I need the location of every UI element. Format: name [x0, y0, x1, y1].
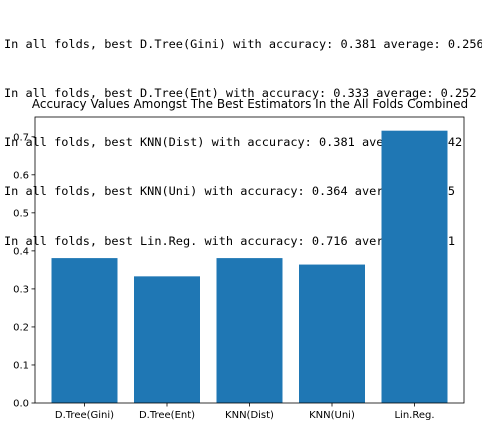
chart-title: Accuracy Values Amongst The Best Estimat…: [32, 97, 468, 111]
x-tick-label: Lin.Reg.: [394, 410, 434, 421]
bar-chart-svg: Accuracy Values Amongst The Best Estimat…: [13, 97, 468, 421]
y-tick-label: 0.4: [13, 246, 29, 257]
bar: [134, 276, 200, 403]
y-tick-label: 0.2: [13, 322, 29, 333]
console-output: In all folds, best D.Tree(Gini) with acc…: [4, 3, 482, 266]
console-line: In all folds, best D.Tree(Gini) with acc…: [4, 36, 482, 51]
bar: [381, 130, 448, 403]
x-tick-label: KNN(Dist): [225, 410, 274, 421]
y-tick-label: 0.7: [13, 132, 29, 143]
bar: [216, 258, 283, 403]
console-line: In all folds, best D.Tree(Ent) with accu…: [4, 86, 477, 101]
y-tick-label: 0.3: [13, 284, 29, 295]
x-tick-label: D.Tree(Ent): [139, 410, 195, 421]
y-tick-label: 0.5: [13, 208, 29, 219]
x-tick-label: D.Tree(Gini): [55, 410, 114, 421]
bars-layer: [51, 130, 448, 403]
y-tick-label: 0.1: [13, 360, 29, 371]
bar: [51, 258, 118, 403]
bar-chart: Accuracy Values Amongst The Best Estimat…: [0, 92, 482, 426]
y-tick-label: 0.0: [13, 399, 29, 410]
y-tick-label: 0.6: [13, 170, 29, 181]
bar: [299, 264, 365, 403]
axes-layer: 0.0 0.1 0.2 0.3 0.4 0.5 0.6 0.7 D.Tree(Gini) D.Tr…: [13, 116, 465, 421]
x-tick-label: KNN(Uni): [309, 410, 355, 421]
